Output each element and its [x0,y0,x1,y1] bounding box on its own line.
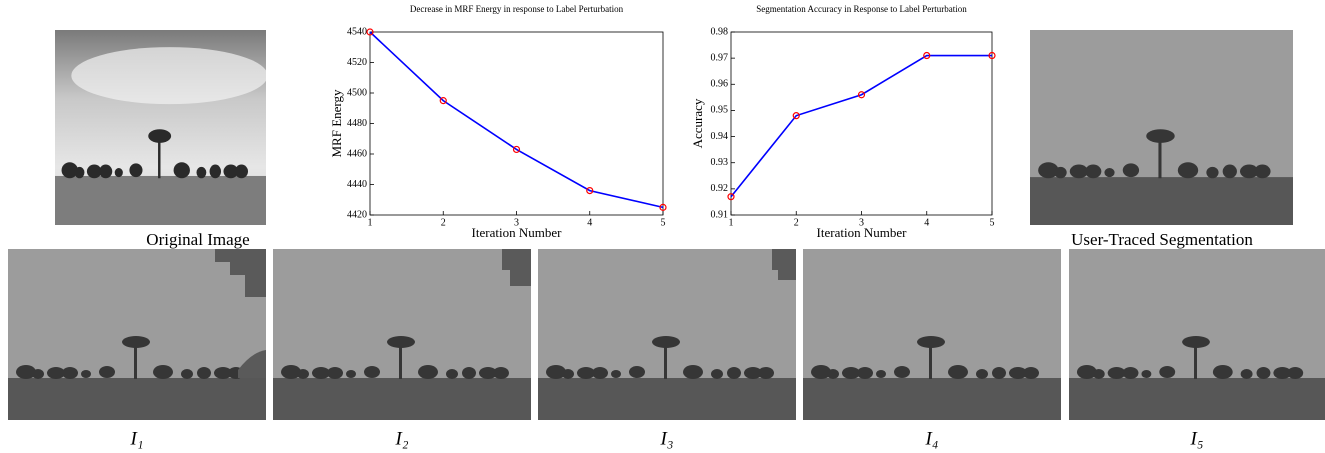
x-tick-label: 1 [729,217,734,228]
y-tick-label: 0.91 [711,209,729,220]
caption: I₂ [395,428,409,449]
point [659,203,667,211]
y-tick-label: 0.94 [711,131,729,142]
x-tick-label: 5 [990,217,995,228]
y-tick-label: 4480 [347,118,367,129]
y-tick-label: 4520 [347,57,367,68]
series-line [730,54,992,198]
x-tick-label: 5 [661,217,666,228]
caption: I₄ [925,428,939,449]
chart-title: Segmentation Accuracy in Response to Lab… [756,4,967,14]
y-axis-label: MRF Energy [329,89,344,158]
iteration-image [1069,249,1325,420]
original-image [55,30,268,225]
point [857,91,866,99]
iteration-image [8,249,266,420]
iteration-image [538,249,796,420]
caption: I₃ [660,428,674,449]
series-line [369,31,664,209]
y-tick-label: 4500 [347,87,367,98]
chart-title: Decrease in MRF Energy in response to La… [410,4,624,14]
point [439,97,447,105]
plot-frame [369,31,664,216]
x-axis-label: Iteration Number [817,225,908,240]
point [792,112,800,120]
x-tick-label: 1 [368,217,373,228]
artifact [502,249,531,286]
y-tick-label: 0.92 [711,183,729,194]
y-tick-label: 4460 [347,148,367,159]
x-tick-label: 3 [859,217,864,228]
y-tick-label: 0.95 [711,105,729,116]
x-tick-label: 2 [441,217,446,228]
y-axis-label: Accuracy [690,98,705,148]
caption: I₅ [1190,428,1204,449]
artifact [215,249,266,297]
y-tick-label: 0.96 [711,79,729,90]
x-tick-label: 3 [514,217,519,228]
iteration-image [273,249,531,420]
x-tick-label: 2 [794,217,799,228]
traced-image [1030,30,1293,225]
x-axis-label: Iteration Number [472,225,563,240]
artifact [238,350,266,378]
point [586,187,594,195]
point [923,51,931,60]
x-tick-label: 4 [924,217,929,228]
artifact [772,249,796,280]
iteration-image [803,249,1061,420]
point [988,51,996,60]
images [8,30,1325,420]
caption: Original Image [146,230,249,249]
x-tick-label: 4 [587,217,592,228]
point [512,145,521,154]
y-tick-label: 4440 [347,179,367,190]
y-tick-label: 4420 [347,209,367,220]
y-tick-label: 0.93 [711,157,729,168]
y-tick-label: 0.97 [711,52,729,63]
y-tick-label: 0.98 [711,26,729,37]
caption: User-Traced Segmentation [1071,230,1253,249]
y-tick-label: 4540 [347,26,367,37]
caption: I₁ [130,428,144,449]
point [727,193,735,201]
point [366,28,374,36]
plot-frame [730,31,993,216]
